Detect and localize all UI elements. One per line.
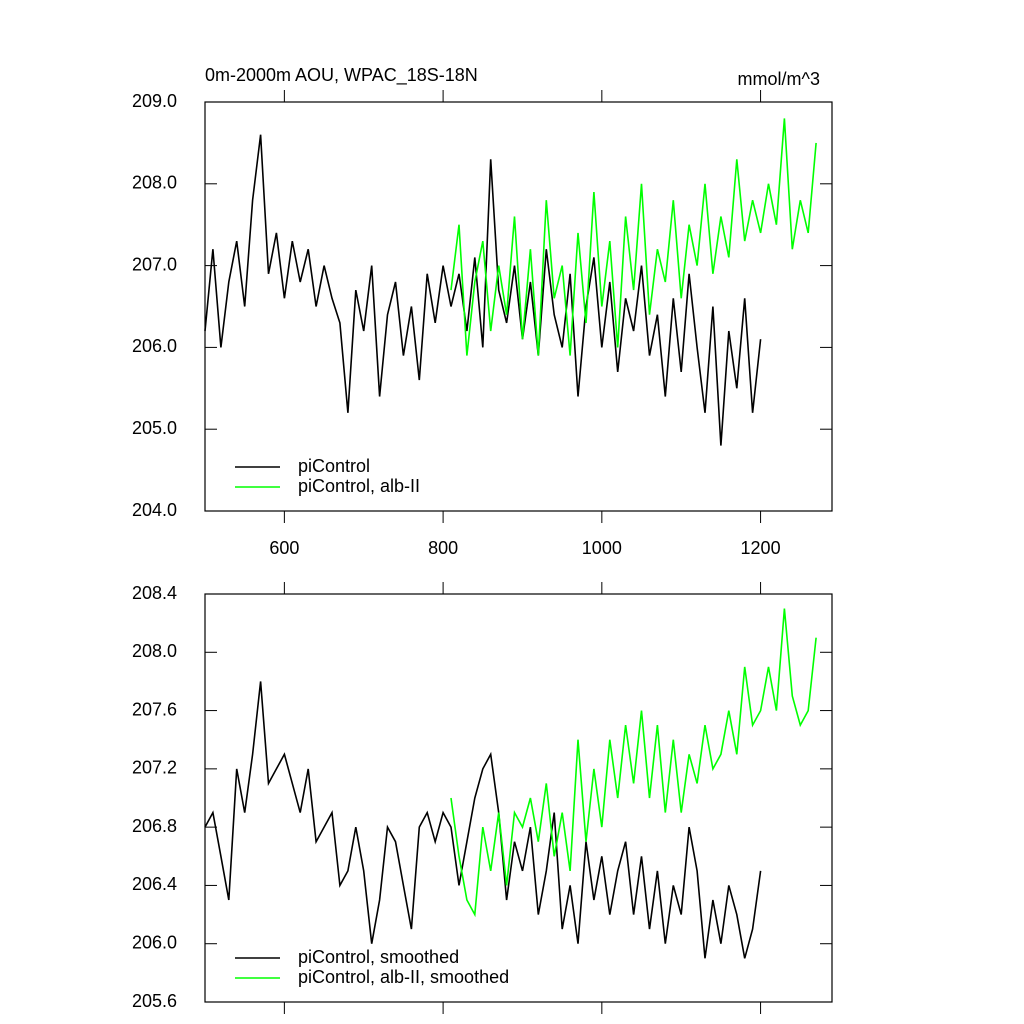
legend-label: piControl, alb-II, smoothed bbox=[298, 967, 509, 987]
x-tick-label: 1000 bbox=[582, 538, 622, 558]
data-line bbox=[204, 681, 762, 959]
units-label: mmol/m^3 bbox=[738, 69, 820, 89]
y-tick-label: 208.0 bbox=[132, 173, 177, 193]
y-tick-label: 206.0 bbox=[132, 932, 177, 952]
legend-label: piControl, smoothed bbox=[298, 947, 459, 967]
data-line bbox=[450, 118, 817, 356]
plot-frame bbox=[204, 593, 833, 1003]
y-tick-label: 206.8 bbox=[132, 816, 177, 836]
y-tick-label: 205.6 bbox=[132, 991, 177, 1011]
x-tick-label: 800 bbox=[428, 538, 458, 558]
y-tick-label: 207.2 bbox=[132, 758, 177, 778]
data-line bbox=[450, 608, 817, 918]
y-tick-label: 205.0 bbox=[132, 418, 177, 438]
y-tick-label: 208.0 bbox=[132, 641, 177, 661]
y-tick-label: 207.6 bbox=[132, 699, 177, 719]
chart-title: 0m-2000m AOU, WPAC_18S-18N bbox=[205, 65, 478, 86]
legend-label: piControl bbox=[298, 456, 370, 476]
x-tick-label: 600 bbox=[269, 538, 299, 558]
y-tick-label: 204.0 bbox=[132, 500, 177, 520]
y-tick-label: 209.0 bbox=[132, 91, 177, 111]
data-line bbox=[204, 134, 762, 446]
y-tick-label: 206.0 bbox=[132, 336, 177, 356]
plot-frame bbox=[204, 101, 833, 512]
y-tick-label: 206.4 bbox=[132, 874, 177, 894]
y-tick-label: 207.0 bbox=[132, 254, 177, 274]
x-tick-label: 1200 bbox=[741, 538, 781, 558]
legend-label: piControl, alb-II bbox=[298, 476, 420, 496]
y-tick-label: 208.4 bbox=[132, 583, 177, 603]
